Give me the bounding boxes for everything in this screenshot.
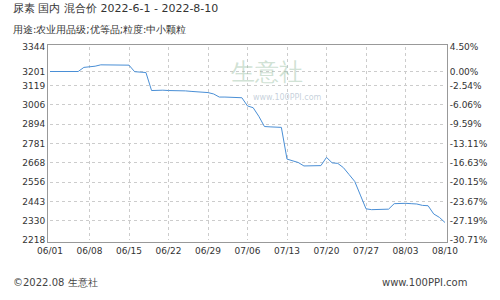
svg-text:3006: 3006 bbox=[22, 100, 45, 110]
svg-text:07/27: 07/27 bbox=[353, 246, 379, 256]
svg-text:-13.11%: -13.11% bbox=[450, 139, 488, 149]
svg-text:2218: 2218 bbox=[22, 235, 45, 245]
svg-text:©2022.08 生意社: ©2022.08 生意社 bbox=[13, 277, 98, 288]
svg-text:尿素 国内 混合价 2022-6-1 - 2022-8-10: 尿素 国内 混合价 2022-6-1 - 2022-8-10 bbox=[13, 2, 218, 15]
svg-text:-20.15%: -20.15% bbox=[450, 177, 488, 187]
svg-text:www.100PPI.com: www.100PPI.com bbox=[382, 277, 467, 288]
svg-text:www.100PPI.com: www.100PPI.com bbox=[253, 93, 322, 102]
svg-text:-9.59%: -9.59% bbox=[450, 119, 482, 129]
svg-text:07/06: 07/06 bbox=[235, 246, 261, 256]
svg-text:06/15: 06/15 bbox=[116, 246, 142, 256]
svg-text:2330: 2330 bbox=[22, 216, 45, 226]
svg-text:-2.54%: -2.54% bbox=[450, 81, 482, 91]
svg-text:07/13: 07/13 bbox=[274, 246, 300, 256]
svg-text:生意社: 生意社 bbox=[231, 58, 303, 86]
svg-text:2894: 2894 bbox=[22, 119, 45, 129]
svg-text:-6.06%: -6.06% bbox=[450, 100, 482, 110]
svg-text:2556: 2556 bbox=[22, 177, 45, 187]
svg-text:-23.67%: -23.67% bbox=[450, 197, 488, 207]
svg-text:06/22: 06/22 bbox=[156, 246, 182, 256]
svg-text:07/20: 07/20 bbox=[314, 246, 340, 256]
svg-text:用途:农业用品级;优等品;粒度:中小颗粒: 用途:农业用品级;优等品;粒度:中小颗粒 bbox=[13, 24, 186, 35]
svg-text:-16.63%: -16.63% bbox=[450, 158, 488, 168]
svg-text:2781: 2781 bbox=[22, 139, 45, 149]
svg-text:-27.19%: -27.19% bbox=[450, 216, 488, 226]
svg-text:06/29: 06/29 bbox=[195, 246, 221, 256]
svg-text:06/08: 06/08 bbox=[77, 246, 103, 256]
svg-text:08/10: 08/10 bbox=[432, 246, 458, 256]
svg-text:2443: 2443 bbox=[22, 197, 45, 207]
svg-text:3344: 3344 bbox=[22, 42, 45, 52]
svg-text:08/03: 08/03 bbox=[393, 246, 419, 256]
svg-text:06/01: 06/01 bbox=[37, 246, 63, 256]
svg-text:2668: 2668 bbox=[22, 158, 45, 168]
svg-text:3119: 3119 bbox=[22, 81, 45, 91]
svg-text:0.00%: 0.00% bbox=[450, 67, 479, 77]
svg-text:-30.71%: -30.71% bbox=[450, 235, 488, 245]
svg-text:3201: 3201 bbox=[22, 67, 45, 77]
svg-text:4.50%: 4.50% bbox=[450, 42, 479, 52]
